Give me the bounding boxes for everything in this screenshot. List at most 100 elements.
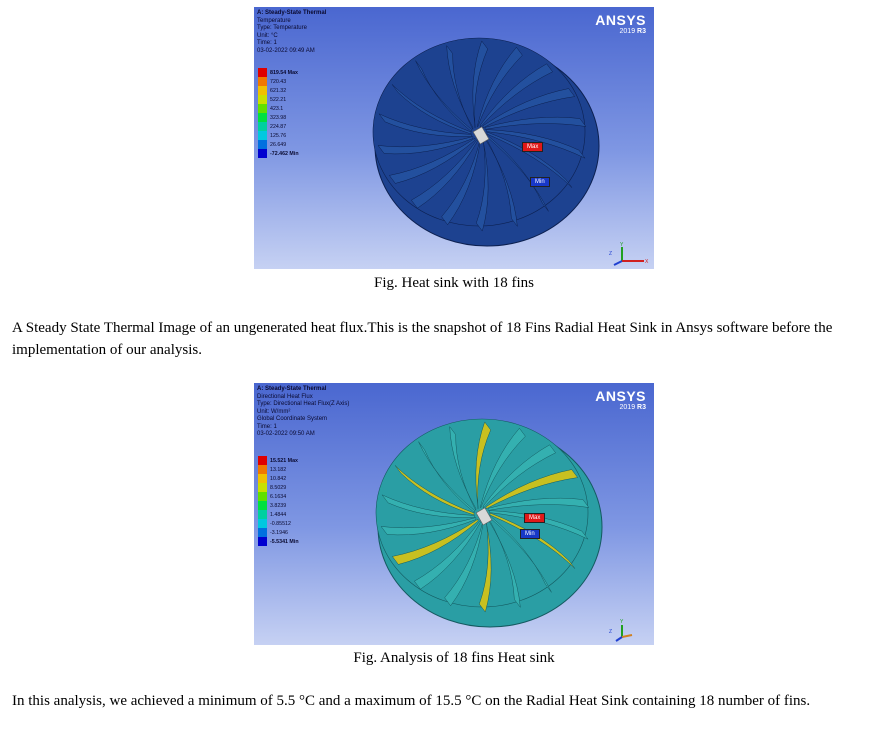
legend-entry: 15.521 Max (258, 456, 299, 465)
legend-swatch (258, 456, 267, 465)
heat-sink-fin (485, 469, 579, 510)
legend-value: -5.5341 Min (270, 538, 299, 545)
heat-sink-fin (377, 136, 474, 155)
color-legend: 819.54 Max 720.43 621.32 522.21 423.1 323.98 2… (258, 68, 299, 158)
result-timestamp: 03-02-2022 09:50 AM (257, 431, 315, 437)
axis-triad-icon: Y Z X (609, 242, 649, 266)
axis-y-label: Y (620, 619, 624, 625)
legend-entry: 8.5029 (258, 483, 299, 492)
axis-z-label: Z (609, 629, 612, 635)
heat-sink-fin (441, 138, 481, 226)
paragraph-result: In this analysis, we achieved a minimum … (12, 693, 811, 709)
legend-swatch (258, 474, 267, 483)
result-type: Type: Temperature (257, 25, 307, 31)
legend-value: 224.87 (270, 123, 287, 130)
legend-swatch (258, 131, 267, 140)
legend-entry: 323.98 (258, 113, 299, 122)
legend-swatch (258, 528, 267, 537)
legend-swatch (258, 537, 267, 546)
legend-value: 819.54 Max (270, 69, 298, 76)
heat-sink-fin (479, 519, 492, 613)
legend-swatch (258, 95, 267, 104)
brand-name: ANSYS (595, 388, 646, 404)
color-legend: 15.521 Max 13.182 10.842 8.5029 6.1634 3.8239… (258, 456, 299, 546)
heat-sink-fin (480, 427, 526, 509)
result-name: Temperature (257, 17, 291, 24)
min-probe-label: Min (530, 177, 550, 187)
legend-value: -0.85512 (270, 520, 291, 527)
legend-value: 720.43 (270, 78, 287, 85)
heat-sink-fin (415, 60, 472, 133)
legend-value: 26.649 (270, 141, 287, 148)
axis-z-label: Z (609, 251, 612, 257)
legend-entry: 125.76 (258, 131, 299, 140)
legend-value: 3.8239 (270, 502, 287, 509)
legend-entry: -72.462 Min (258, 149, 299, 158)
legend-swatch (258, 86, 267, 95)
legend-entry: 1.4844 (258, 510, 299, 519)
legend-value: 8.5029 (270, 484, 287, 491)
center-shaft (472, 126, 490, 145)
heat-sink-fin (489, 512, 576, 569)
brand-name: ANSYS (595, 12, 646, 28)
legend-entry: 6.1634 (258, 492, 299, 501)
heat-sink-fin (411, 138, 478, 209)
heat-sink-fin (487, 497, 590, 511)
heat-sink-fin (394, 465, 475, 516)
legend-value: 522.21 (270, 96, 287, 103)
result-unit: Unit: °C (257, 32, 278, 39)
heat-sink-fin (380, 517, 477, 536)
heat-sink-fin (378, 113, 472, 137)
heat-sink-fin (391, 84, 472, 135)
legend-swatch (258, 519, 267, 528)
legend-entry: -0.85512 (258, 519, 299, 528)
version-label: 2019 R3 (619, 28, 646, 35)
legend-entry: 224.87 (258, 122, 299, 131)
legend-swatch (258, 77, 267, 86)
legend-value: 125.76 (270, 132, 287, 139)
legend-swatch (258, 465, 267, 474)
heat-sink-fin (388, 137, 476, 184)
axis-y-label: Y (620, 242, 624, 248)
heat-sink-fin (391, 518, 479, 565)
result-time: Time: 1 (257, 40, 277, 46)
min-probe-label: Min (520, 529, 540, 539)
heat-sink-fin (484, 135, 518, 228)
legend-entry: 621.32 (258, 86, 299, 95)
heat-sink-fin (476, 138, 489, 232)
analysis-title: A: Steady-State Thermal (257, 10, 327, 16)
legend-value: 423.1 (270, 105, 284, 112)
heat-sink-fin (475, 421, 491, 509)
legend-swatch (258, 149, 267, 158)
legend-value: 621.32 (270, 87, 287, 94)
coordinate-system: Global Coordinate System (257, 416, 328, 422)
legend-swatch (258, 113, 267, 122)
legend-swatch (258, 492, 267, 501)
ansys-logo: ANSYS 2019 R3 (595, 13, 646, 36)
result-metadata: A: Steady-State Thermal Directional Heat… (257, 386, 349, 439)
ansys-logo: ANSYS 2019 R3 (595, 389, 646, 412)
heat-sink-fin (477, 46, 523, 128)
heat-sink-fin (489, 514, 552, 593)
paragraph-intro: A Steady State Thermal Image of an ungen… (12, 320, 833, 358)
heat-sink-model (375, 418, 603, 628)
max-probe-label: Max (524, 513, 546, 523)
figure2-caption: Fig. Analysis of 18 fins Heat sink (353, 650, 555, 666)
legend-entry: 819.54 Max (258, 68, 299, 77)
heat-sink-fin (487, 516, 521, 609)
legend-swatch (258, 140, 267, 149)
analysis-title: A: Steady-State Thermal (257, 386, 327, 392)
heat-sink-fin (480, 63, 553, 128)
heat-sink-fin (414, 519, 481, 590)
legend-value: 15.521 Max (270, 457, 298, 464)
axis-triad-icon: Y Z (609, 619, 633, 642)
legend-value: 323.98 (270, 114, 287, 121)
result-unit: Unit: W/mm² (257, 408, 291, 415)
max-probe-label: Max (522, 142, 544, 152)
version-label: 2019 R3 (619, 404, 646, 411)
legend-swatch (258, 104, 267, 113)
center-shaft (475, 507, 493, 526)
legend-entry: 13.182 (258, 465, 299, 474)
heat-sink-model (372, 37, 600, 247)
heat-sink-fin (486, 129, 586, 159)
